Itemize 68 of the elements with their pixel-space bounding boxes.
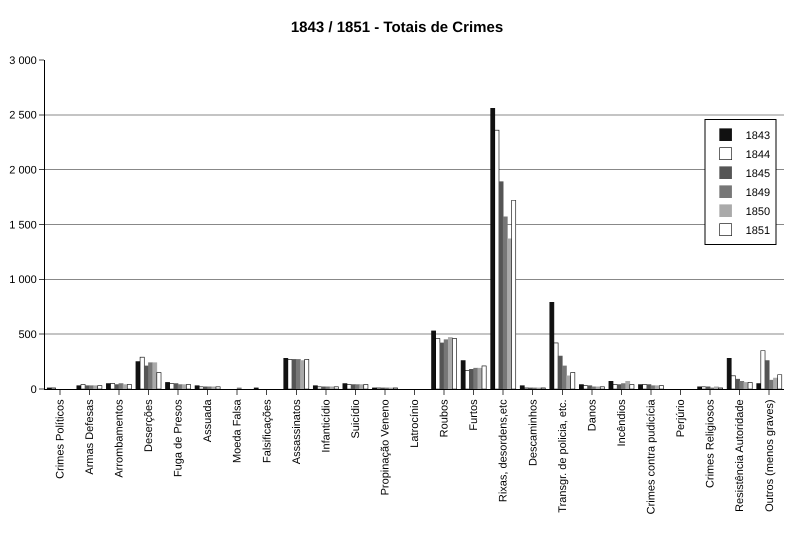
bar <box>342 383 348 389</box>
x-tick-label: Crimes Religiosos <box>704 398 717 488</box>
bar <box>431 330 436 389</box>
legend-label: 1850 <box>746 206 770 218</box>
x-tick-label: Armas Defesas <box>84 398 96 475</box>
bar <box>312 385 318 389</box>
bar <box>562 366 567 389</box>
x-tick-label: Crimes Políticos <box>54 398 66 479</box>
y-tick-label: 1 000 <box>9 274 37 286</box>
x-tick-label: Resistência Autoridade <box>734 399 746 512</box>
bar <box>469 368 474 389</box>
bar <box>764 360 770 389</box>
bar <box>174 383 178 389</box>
x-tick-label: Incêndios <box>616 398 628 446</box>
bar <box>460 360 466 389</box>
x-tick-label: Roubos <box>438 398 451 438</box>
bar <box>520 385 525 389</box>
bar <box>444 339 449 389</box>
x-tick-label: Falsificações <box>261 398 274 463</box>
x-tick-label: Danos <box>586 398 598 432</box>
bar <box>178 384 183 389</box>
x-tick-label: Crimes contra pudicícia <box>646 398 658 514</box>
bar <box>726 358 732 389</box>
bar <box>136 361 140 389</box>
x-tick-label: Latrocínio <box>409 399 422 448</box>
x-tick-label: Suicídio <box>350 399 362 439</box>
bar <box>300 360 305 389</box>
y-tick-label: 2 500 <box>9 110 37 122</box>
legend-label: 1844 <box>746 149 770 162</box>
bar <box>93 385 98 389</box>
x-tick-label: Rixas, desordens,etc <box>498 398 510 502</box>
y-tick-label: 500 <box>18 329 37 342</box>
x-tick-label: Assuada <box>202 398 214 442</box>
bar <box>566 376 571 389</box>
chart-title: 1843 / 1851 - Totais de Crimes <box>290 18 504 36</box>
x-tick-label: Arrombamentos <box>113 398 126 478</box>
x-tick-label: Perjúrio <box>675 399 688 438</box>
bar <box>194 385 200 389</box>
x-tick-label: Deserções <box>143 398 156 452</box>
bar <box>292 359 297 389</box>
bar <box>638 384 643 389</box>
x-tick-label: Outros (menos graves) <box>764 399 776 512</box>
legend-label: 1843 <box>746 130 770 142</box>
bar <box>118 383 124 389</box>
x-tick-label: Descaminhos <box>527 398 540 466</box>
bar <box>608 381 614 389</box>
x-tick-label: Moeda Falsa <box>232 398 244 463</box>
bar <box>650 385 656 389</box>
x-tick-label: Propinação Veneno <box>380 399 392 496</box>
x-tick-label: Transgr. de policia, etc. <box>556 399 569 513</box>
x-tick-label: Assassinatos <box>290 398 303 464</box>
bar <box>148 362 153 389</box>
bar <box>773 378 778 389</box>
y-tick-label: 1 500 <box>9 219 37 232</box>
bar <box>165 382 170 389</box>
x-tick-label: Furtos <box>468 398 480 431</box>
legend-label: 1845 <box>746 168 770 180</box>
y-tick-label: 2 000 <box>9 164 37 177</box>
x-tick-label: Infanticídio <box>320 399 332 453</box>
bar <box>498 181 504 389</box>
legend-label: 1849 <box>746 187 770 200</box>
bar <box>621 383 626 389</box>
bar <box>359 384 364 389</box>
bar <box>735 378 740 389</box>
y-tick-label: 0 <box>30 384 37 396</box>
x-tick-label: Fuga de Presos <box>172 398 185 478</box>
y-tick-label: 3 000 <box>9 54 37 67</box>
legend-label: 1851 <box>746 225 770 238</box>
